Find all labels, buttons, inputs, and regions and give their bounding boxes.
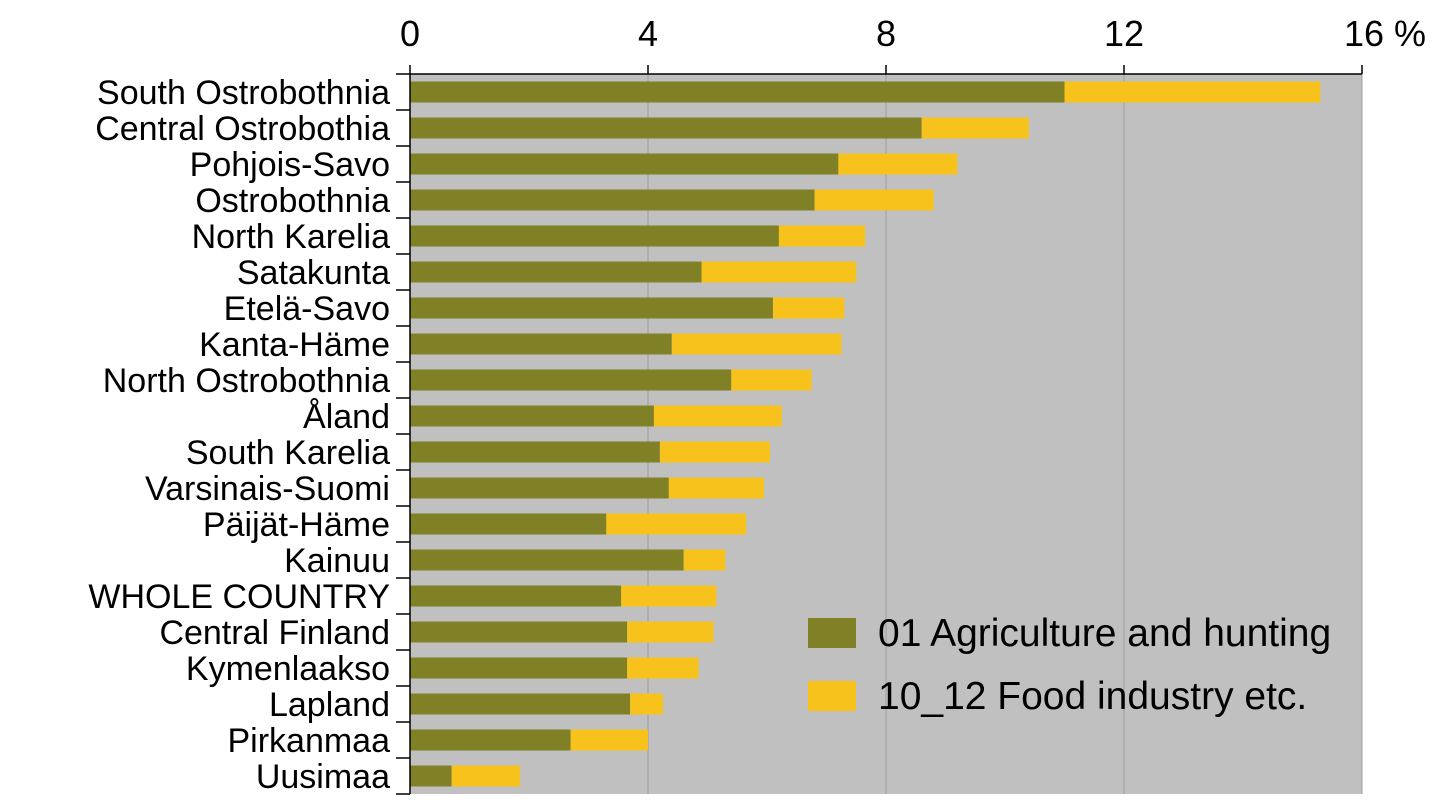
bar-food-industry-19 (451, 765, 521, 787)
bar-food-industry-15 (627, 621, 714, 643)
bar-agriculture-13 (410, 549, 684, 571)
bar-agriculture-16 (410, 657, 628, 679)
bar-food-industry-17 (630, 693, 663, 715)
bar-food-industry-6 (772, 297, 845, 319)
category-label: Varsinais-Suomi (145, 470, 390, 508)
x-tick-label-4: 4 (638, 13, 658, 54)
bar-food-industry-3 (814, 189, 934, 211)
bar-agriculture-14 (410, 585, 622, 607)
bar-food-industry-8 (731, 369, 812, 391)
category-label: Pohjois-Savo (190, 146, 390, 184)
bar-agriculture-5 (410, 261, 702, 283)
bar-agriculture-10 (410, 441, 660, 463)
bar-agriculture-7 (410, 333, 672, 355)
bar-food-industry-12 (606, 513, 747, 535)
category-label: WHOLE COUNTRY (88, 578, 390, 616)
category-label: North Ostrobothnia (103, 362, 390, 400)
bar-food-industry-5 (701, 261, 857, 283)
x-axis: 0 4 8 12 16 % (400, 13, 1426, 75)
bar-food-industry-7 (671, 333, 842, 355)
x-tick-label-12: 12 (1104, 13, 1144, 54)
bar-food-industry-14 (621, 585, 717, 607)
category-label: Kymenlaakso (186, 650, 390, 688)
bar-food-industry-18 (570, 729, 648, 751)
bar-agriculture-15 (410, 621, 628, 643)
bar-agriculture-2 (410, 153, 839, 175)
bar-food-industry-16 (627, 657, 699, 679)
category-label: South Karelia (186, 434, 390, 472)
bar-agriculture-3 (410, 189, 815, 211)
bar-agriculture-12 (410, 513, 607, 535)
bar-agriculture-1 (410, 117, 922, 139)
category-label: Uusimaa (256, 758, 390, 796)
bar-food-industry-4 (778, 225, 866, 247)
category-label: Central Finland (159, 614, 390, 652)
category-label: North Karelia (192, 218, 391, 256)
category-label: Kanta-Häme (199, 326, 390, 364)
legend-swatch-food-industry (808, 681, 856, 711)
legend-swatch-agriculture (808, 618, 856, 648)
bar-food-industry-9 (653, 405, 782, 427)
bar-agriculture-8 (410, 369, 732, 391)
bar-agriculture-11 (410, 477, 669, 499)
bar-agriculture-0 (410, 81, 1065, 103)
category-label: Päijät-Häme (203, 506, 390, 544)
x-tick-label-8: 8 (876, 13, 896, 54)
bar-agriculture-18 (410, 729, 571, 751)
bar-food-industry-1 (921, 117, 1029, 139)
x-tick-label-16: 16 % (1344, 13, 1426, 54)
bar-agriculture-4 (410, 225, 779, 247)
bars (410, 81, 1321, 787)
bar-agriculture-19 (410, 765, 452, 787)
bar-food-industry-11 (668, 477, 765, 499)
legend: 01 Agriculture and hunting 10_12 Food ind… (808, 612, 1331, 718)
bar-agriculture-9 (410, 405, 654, 427)
category-label: South Ostrobothnia (97, 74, 390, 112)
category-label: Lapland (269, 686, 390, 724)
category-label: Pirkanmaa (227, 722, 390, 760)
category-label: Åland (303, 398, 390, 436)
category-label: Ostrobothnia (195, 182, 390, 220)
category-label: Central Ostrobothia (95, 110, 390, 148)
bar-food-industry-13 (683, 549, 726, 571)
legend-label-food-industry: 10_12 Food industry etc. (878, 675, 1307, 718)
category-label: Kainuu (284, 542, 390, 580)
bar-food-industry-0 (1064, 81, 1321, 103)
x-tick-label-0: 0 (400, 13, 420, 54)
bar-agriculture-6 (410, 297, 773, 319)
legend-label-agriculture: 01 Agriculture and hunting (878, 612, 1331, 655)
bar-food-industry-2 (838, 153, 958, 175)
category-label: Etelä-Savo (224, 290, 390, 328)
bar-food-industry-10 (659, 441, 770, 463)
category-label: Satakunta (237, 254, 390, 292)
bar-agriculture-17 (410, 693, 631, 715)
